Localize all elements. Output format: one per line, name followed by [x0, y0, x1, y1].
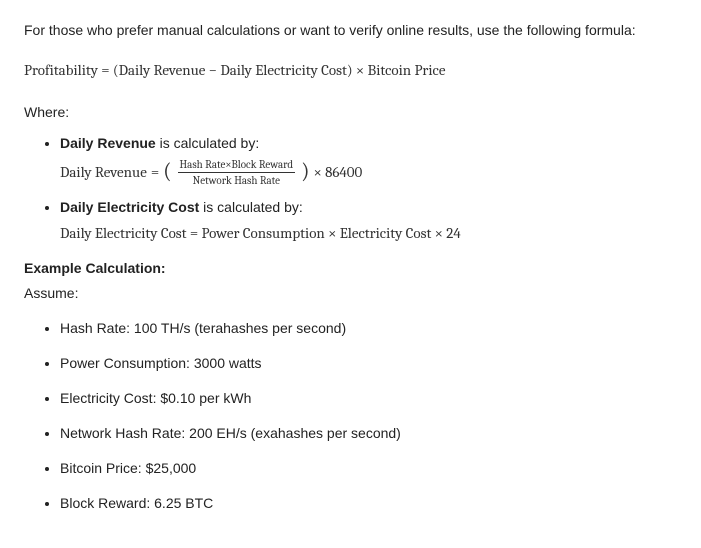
assumptions-list: Hash Rate: 100 TH/s (terahashes per seco…	[24, 318, 677, 514]
list-item: Bitcoin Price: $25,000	[60, 458, 677, 479]
profitability-formula: Profitability = (Daily Revenue − Daily E…	[24, 59, 677, 82]
fraction-denominator: Network Hash Rate	[191, 173, 282, 187]
example-label: Example Calculation:	[24, 258, 677, 279]
term: Daily Electricity Cost	[60, 199, 199, 215]
intro-text: For those who prefer manual calculations…	[24, 20, 677, 41]
list-item: Daily Electricity Cost is calculated by:…	[60, 197, 677, 245]
paren-left: (	[163, 160, 171, 182]
daily-electricity-formula: Daily Electricity Cost = Power Consumpti…	[60, 222, 677, 245]
list-item: Power Consumption: 3000 watts	[60, 353, 677, 374]
definition-head: Daily Electricity Cost is calculated by:	[60, 197, 677, 218]
list-item: Block Reward: 6.25 BTC	[60, 493, 677, 514]
term: Daily Revenue	[60, 135, 156, 151]
fraction: Hash Rate×Block Reward Network Hash Rate	[178, 158, 296, 187]
math-lhs: Daily Revenue	[60, 161, 147, 184]
math-tail: × 86400	[313, 161, 362, 184]
math-eq: =	[151, 161, 159, 184]
daily-revenue-formula: Daily Revenue = ( Hash Rate×Block Reward…	[60, 158, 677, 187]
where-label: Where:	[24, 102, 677, 123]
paren-right: )	[301, 160, 309, 182]
definition-head: Daily Revenue is calculated by:	[60, 133, 677, 154]
fraction-numerator: Hash Rate×Block Reward	[178, 158, 296, 173]
definitions-list: Daily Revenue is calculated by: Daily Re…	[24, 133, 677, 245]
list-item: Network Hash Rate: 200 EH/s (exahashes p…	[60, 423, 677, 444]
list-item: Daily Revenue is calculated by: Daily Re…	[60, 133, 677, 187]
list-item: Electricity Cost: $0.10 per kWh	[60, 388, 677, 409]
list-item: Hash Rate: 100 TH/s (terahashes per seco…	[60, 318, 677, 339]
term-suffix: is calculated by:	[199, 199, 303, 215]
term-suffix: is calculated by:	[156, 135, 260, 151]
math-plain: Daily Electricity Cost = Power Consumpti…	[60, 222, 461, 245]
assume-label: Assume:	[24, 283, 677, 304]
